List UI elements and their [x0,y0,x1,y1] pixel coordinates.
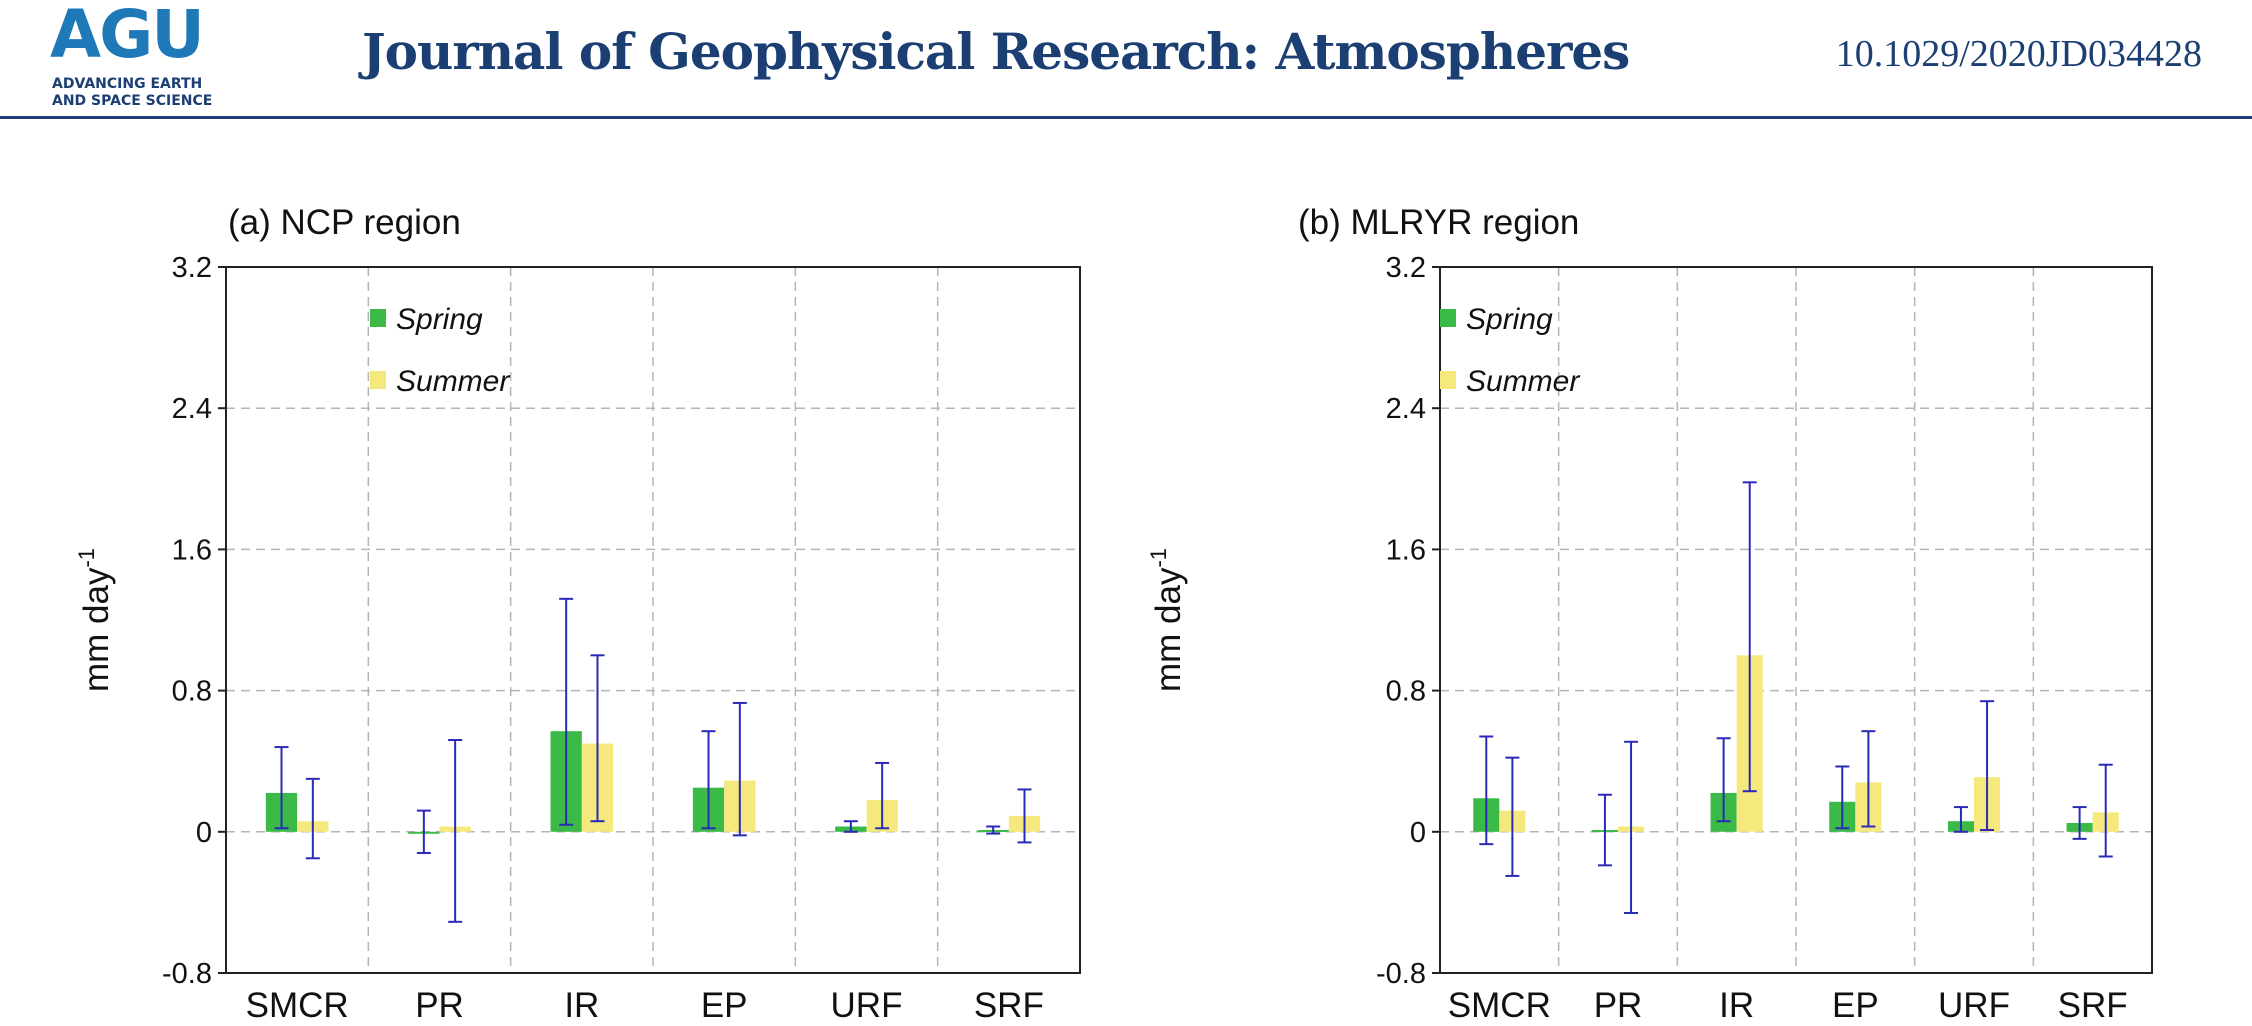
agu-logo[interactable]: AGU ADVANCING EARTH AND SPACE SCIENCE [50,2,220,110]
y-axis-label-superscript: -1 [1146,548,1171,568]
legend-swatch-summer [370,371,386,389]
legend-swatch-spring [370,309,386,327]
legend-label-spring: Spring [396,303,483,336]
y-tick-label: 0 [1410,817,1426,849]
journal-title: Journal of Geophysical Research: Atmosph… [362,22,1630,81]
y-tick-label: 2.4 [1386,393,1426,425]
legend-label-summer: Summer [396,365,510,398]
x-category-label: IR [1719,986,1754,1025]
logo-tagline-line-2: AND SPACE SCIENCE [52,93,213,109]
page-header: AGU ADVANCING EARTH AND SPACE SCIENCE Jo… [0,0,2252,119]
legend-swatch-spring [1440,309,1456,327]
x-category-label: URF [831,986,903,1025]
legend-label-summer: Summer [1466,365,1580,398]
y-tick-label: 1.6 [172,534,212,566]
plot-frame [1439,266,2153,974]
y-tick-label: 1.6 [1386,534,1426,566]
y-axis-label: mm day-1 [1146,548,1188,692]
doi-link[interactable]: 10.1029/2020JD034428 [1835,33,2202,75]
legend-label-spring: Spring [1466,303,1553,336]
plot-frame [225,266,1081,974]
x-category-label: EP [1832,986,1879,1025]
y-tick-label: 0.8 [172,676,212,708]
logo-tagline-line-1: ADVANCING EARTH [52,76,203,92]
y-tick-label: -0.8 [1376,958,1426,990]
x-category-label: SMCR [246,986,349,1025]
x-category-label: PR [415,986,464,1025]
x-category-label: SRF [2058,986,2128,1025]
y-tick-label: 3.2 [1386,252,1426,284]
y-axis-label-text: mm day [77,567,116,692]
y-tick-label: -0.8 [162,958,212,990]
chart-title: (b) MLRYR region [1298,203,1579,242]
y-axis-label-superscript: -1 [74,548,99,568]
y-axis-label-text: mm day [1149,567,1188,692]
x-category-label: URF [1938,986,2010,1025]
chart-panel-a: -0.8 0 0.8 1.6 2.4 3.2 SMCR PR IR EP URF SRF (a) NCP… [74,203,1081,1025]
y-tick-label: 0 [196,817,212,849]
x-category-label: SMCR [1448,986,1551,1025]
chart-panel-b: -0.8 0 0.8 1.6 2.4 3.2 SMCR PR IR EP URF SRF (b) MLR… [1146,203,2153,1025]
y-tick-label: 2.4 [172,393,212,425]
y-tick-label: 3.2 [172,252,212,284]
chart-title: (a) NCP region [228,203,461,242]
agu-logo-mark: AGU [50,0,205,73]
legend-swatch-summer [1440,371,1456,389]
y-axis-label: mm day-1 [74,548,116,692]
header-divider [0,116,2252,119]
x-category-label: SRF [974,986,1044,1025]
x-category-label: IR [564,986,599,1025]
y-tick-label: 0.8 [1386,676,1426,708]
x-category-label: PR [1594,986,1643,1025]
x-category-label: EP [701,986,748,1025]
